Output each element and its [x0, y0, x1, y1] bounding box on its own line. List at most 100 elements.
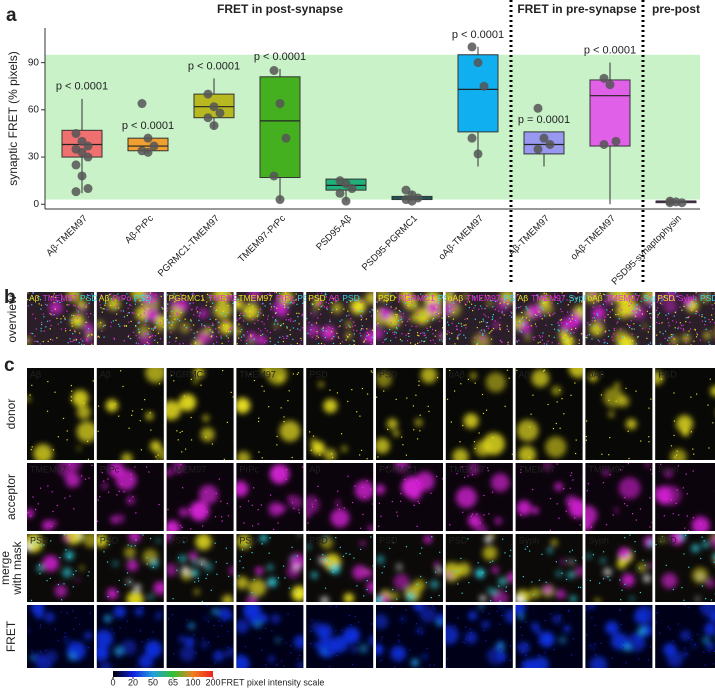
tile-label-part: PSD: [134, 293, 151, 303]
blob: [545, 436, 567, 458]
speck: [97, 430, 99, 432]
speck: [527, 326, 529, 328]
speck: [487, 327, 489, 329]
speck: [626, 314, 628, 316]
blobs: [588, 372, 637, 430]
speck: [117, 591, 119, 593]
speck: [404, 294, 406, 296]
speck: [261, 543, 263, 545]
speck: [116, 313, 118, 315]
speck: [412, 297, 415, 299]
speck: [163, 425, 164, 427]
blob: [554, 482, 564, 492]
blobs: [452, 372, 506, 460]
speck: [366, 588, 368, 591]
speck: [86, 304, 88, 306]
speck: [495, 301, 497, 303]
speck: [629, 339, 631, 341]
speck: [244, 645, 247, 648]
speck: [511, 312, 513, 314]
speck: [47, 340, 49, 343]
speck: [225, 547, 227, 549]
speck: [694, 328, 696, 331]
speck: [135, 665, 137, 667]
speck: [467, 538, 469, 540]
blob: [565, 495, 578, 508]
speck: [135, 512, 137, 514]
speck: [135, 342, 137, 344]
speck: [411, 302, 413, 304]
speck: [501, 341, 503, 343]
speck: [32, 297, 34, 299]
speck: [143, 332, 146, 335]
tile-label: PSD: [379, 369, 398, 379]
speck: [326, 308, 328, 310]
speck: [38, 564, 41, 566]
tile-label: PSD: [658, 369, 677, 379]
speck: [576, 321, 578, 323]
speck: [193, 314, 195, 316]
speck: [509, 659, 511, 661]
speck: [337, 490, 339, 492]
tile-label-part: Aβ: [99, 293, 110, 303]
speck: [537, 641, 539, 643]
speck: [317, 336, 319, 339]
speck: [110, 325, 112, 328]
speck: [526, 545, 529, 548]
speck: [570, 474, 572, 477]
speck: [143, 307, 145, 309]
tile-label-part: Syph: [643, 293, 663, 303]
blob: [33, 443, 53, 460]
speck: [482, 611, 484, 613]
blob: [497, 652, 507, 661]
speck: [270, 308, 272, 311]
speck: [169, 315, 171, 317]
blob: [213, 650, 224, 662]
image-content: [306, 475, 374, 531]
speck: [650, 312, 652, 315]
speck: [453, 390, 456, 392]
blob: [44, 611, 55, 623]
blob: [27, 396, 31, 402]
blob: [482, 545, 498, 561]
image-content: [306, 292, 374, 345]
speck: [439, 320, 441, 322]
speck: [421, 314, 423, 316]
blob: [193, 368, 205, 378]
speck: [226, 421, 229, 424]
blob: [289, 495, 303, 509]
p-value: p < 0.0001: [452, 29, 504, 41]
blob: [62, 534, 71, 543]
speck: [92, 380, 94, 382]
speck: [172, 598, 174, 600]
blob: [563, 625, 571, 633]
speck: [506, 328, 508, 330]
speck: [51, 310, 53, 312]
speck: [490, 300, 492, 302]
data-point: [71, 160, 81, 170]
blob: [103, 614, 112, 623]
speck: [432, 319, 434, 321]
speck: [709, 321, 711, 323]
speck: [496, 610, 498, 612]
speck: [473, 296, 476, 298]
speck: [396, 314, 398, 316]
speck: [289, 645, 291, 647]
speck: [638, 308, 640, 310]
speck: [551, 302, 553, 304]
speck: [534, 336, 536, 338]
blob: [153, 581, 164, 595]
speck: [159, 322, 161, 324]
speck: [255, 626, 257, 628]
blob: [195, 534, 212, 550]
speck: [530, 325, 532, 327]
blob: [376, 643, 384, 656]
speck: [474, 298, 476, 301]
speck: [195, 652, 197, 654]
speck: [525, 321, 528, 323]
speck: [649, 294, 651, 296]
image-content: [27, 292, 94, 345]
data-point: [269, 65, 279, 75]
blob: [637, 562, 647, 573]
blob: [603, 568, 612, 576]
